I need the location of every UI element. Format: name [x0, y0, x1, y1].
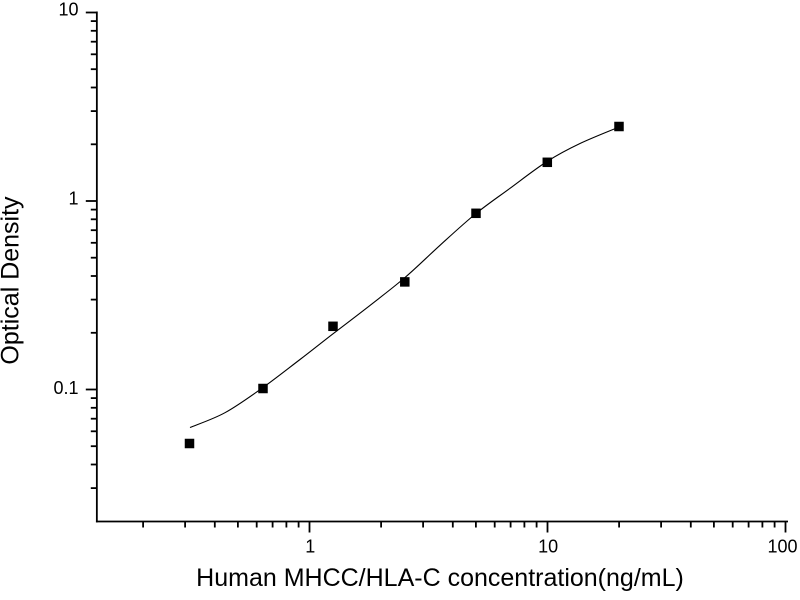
- svg-text:Optical Density: Optical Density: [0, 196, 25, 365]
- svg-text:10: 10: [538, 537, 558, 557]
- svg-text:100: 100: [767, 537, 797, 557]
- svg-text:10: 10: [58, 0, 78, 20]
- svg-text:1: 1: [305, 537, 315, 557]
- svg-text:0.1: 0.1: [53, 378, 78, 398]
- svg-text:1: 1: [68, 189, 78, 209]
- svg-text:Human MHCC/HLA-C concentration: Human MHCC/HLA-C concentration(ng/mL): [196, 564, 684, 592]
